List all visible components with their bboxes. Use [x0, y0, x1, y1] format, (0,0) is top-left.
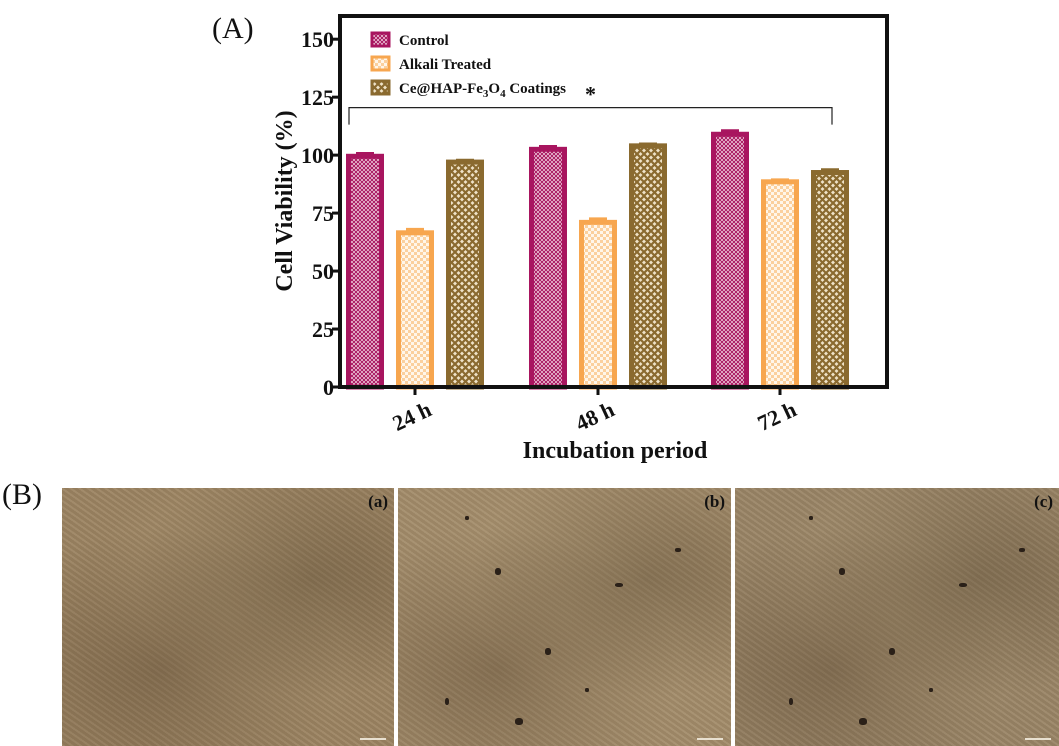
particle-2-5	[515, 718, 523, 725]
bar-0-1	[529, 146, 567, 390]
y-tick-label-0: 0	[323, 375, 334, 400]
bar-chart: * 0 25 50 75 100 125 150 24 h 48 h 72 h Control Al…	[272, 14, 889, 464]
bar-1-2	[761, 179, 799, 390]
y-tick-label-5: 125	[301, 85, 334, 110]
plot-frame	[338, 14, 889, 389]
legend: Control Alkali Treated Ce@HAP-Fe3O4 Coatin…	[370, 31, 566, 100]
bar-0-0	[346, 153, 384, 390]
particle-3-7	[839, 568, 845, 575]
y-tick-label-1: 25	[312, 317, 334, 342]
micrograph-1: (a)	[62, 488, 394, 746]
legend-label-part-item3_sub1: 3	[483, 88, 489, 100]
micrograph-label-1: (a)	[368, 492, 388, 511]
y-tick-label-4: 100	[301, 143, 334, 168]
significance-bracket	[348, 106, 833, 125]
legend-label-part-item3_sub2: 4	[500, 88, 506, 100]
y-tick-label-6: 150	[301, 27, 334, 52]
legend-swatch-2	[370, 79, 391, 96]
particle-2-4	[675, 548, 681, 552]
significance-label: *	[585, 82, 596, 107]
particle-3-6	[929, 688, 933, 692]
particle-2-3	[445, 698, 449, 705]
panel-label-a: (A)	[212, 12, 254, 45]
plot-area: *	[346, 82, 849, 390]
micrograph-label-3: (c)	[1034, 492, 1053, 511]
bar-2-2	[811, 170, 849, 390]
x-axis-title: Incubation period	[523, 438, 708, 464]
bar-2-1	[629, 143, 667, 390]
legend-label-part-item3_prefix: Ce@HAP-Fe	[399, 81, 483, 97]
particle-3-4	[1019, 548, 1025, 552]
x-tick-label-1: 48 h	[572, 396, 619, 435]
particle-3-0	[809, 516, 813, 520]
micrograph-2: (b)	[398, 488, 731, 746]
x-tick-label-2: 72 h	[754, 396, 801, 435]
legend-label-2: Ce@HAP-Fe3O4 Coatings	[399, 81, 566, 100]
scale-bar-3	[1025, 738, 1051, 740]
bar-1-0	[396, 230, 434, 390]
micrograph-3: (c)	[735, 488, 1059, 746]
scale-bar-2	[697, 738, 723, 740]
legend-swatch-0	[370, 31, 391, 48]
scale-bar-1	[360, 738, 386, 740]
legend-label-1: Alkali Treated	[399, 57, 492, 73]
particle-2-7	[495, 568, 501, 575]
bar-2-0	[446, 159, 484, 390]
y-tick-label-2: 50	[312, 259, 334, 284]
legend-label-part-item3_suffix: Coatings	[506, 81, 567, 97]
legend-label-part-item3_mid: O	[488, 81, 500, 97]
panel-label-b: (B)	[2, 478, 42, 511]
legend-swatch-1	[370, 55, 391, 72]
particle-3-3	[789, 698, 793, 705]
particle-2-6	[585, 688, 589, 692]
particle-2-2	[615, 583, 623, 587]
particle-3-1	[889, 648, 895, 655]
particle-2-1	[545, 648, 551, 655]
x-tick-label-0: 24 h	[389, 396, 436, 435]
particle-3-2	[959, 583, 967, 587]
legend-label-0: Control	[399, 33, 449, 49]
y-axis-title: Cell Viability (%)	[272, 110, 298, 291]
bar-1-1	[579, 219, 617, 390]
particle-2-0	[465, 516, 469, 520]
bar-0-2	[711, 131, 749, 390]
particle-3-5	[859, 718, 867, 725]
micrograph-label-2: (b)	[704, 492, 725, 511]
y-tick-label-3: 75	[312, 201, 334, 226]
